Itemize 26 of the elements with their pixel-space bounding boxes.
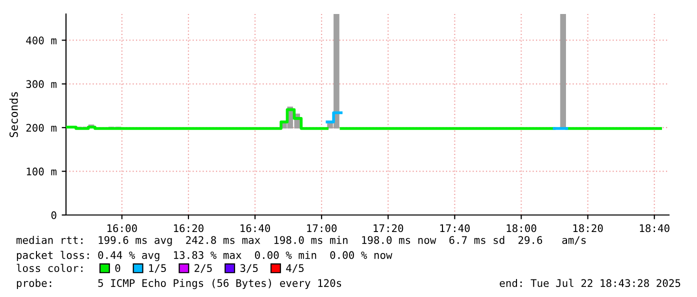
legend-label: 0 xyxy=(115,264,120,272)
x-tick-label: 16:20 xyxy=(174,224,204,232)
legend-label: 2/5 xyxy=(194,264,212,273)
y-axis-title: Seconds xyxy=(9,92,18,138)
x-tick-label: 18:20 xyxy=(573,224,603,232)
x-tick-label: 16:00 xyxy=(107,224,137,232)
y-tick-label: 400 m xyxy=(26,36,56,44)
text: median rtt: 199.6 ms avg 242.8 ms max 198.0 ms min 198.0 ms now 6.7 ms sd 29.6 am/s xyxy=(16,236,586,246)
text: end: Tue Jul 22 18:43:28 2025 xyxy=(500,278,680,288)
text: packet loss: 0.44 % avg 13.83 % max 0.00 % min 0.00 % now xyxy=(16,250,392,262)
y-tick-label: 300 m xyxy=(26,80,56,88)
x-tick-label: 18:40 xyxy=(640,224,670,232)
y-tick-label: 0 xyxy=(51,211,56,220)
legend-label: 1/5 xyxy=(149,264,166,273)
x-tick-label: 17:00 xyxy=(307,224,337,232)
x-tick-label: 18:00 xyxy=(506,224,536,232)
x-tick-label: 17:20 xyxy=(374,224,404,232)
legend-label: 3/5 xyxy=(240,264,258,273)
y-tick-label: 100 m xyxy=(26,168,56,176)
x-tick-label: 17:40 xyxy=(440,224,470,232)
x-tick-label: 16:40 xyxy=(240,224,270,232)
legend-label: 4/5 xyxy=(286,264,304,273)
bar xyxy=(560,14,566,128)
legend-title: loss color: xyxy=(16,264,82,272)
text: probe: 5 ICMP Echo Pings (56 Bytes) every 120s xyxy=(16,278,342,290)
y-tick-label: 200 m xyxy=(26,124,56,132)
